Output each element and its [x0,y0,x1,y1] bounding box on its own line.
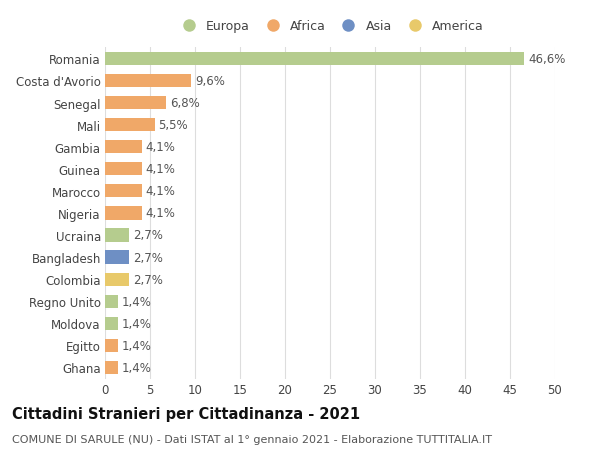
Bar [105,207,142,220]
Text: COMUNE DI SARULE (NU) - Dati ISTAT al 1° gennaio 2021 - Elaborazione TUTTITALIA.: COMUNE DI SARULE (NU) - Dati ISTAT al 1°… [12,434,492,444]
Bar [105,141,142,154]
Text: 4,1%: 4,1% [146,163,175,176]
Bar [105,97,166,110]
Text: 6,8%: 6,8% [170,97,200,110]
Text: Cittadini Stranieri per Cittadinanza - 2021: Cittadini Stranieri per Cittadinanza - 2… [12,406,360,421]
Text: 9,6%: 9,6% [195,75,225,88]
Bar [105,361,118,374]
Bar [105,251,130,264]
Text: 4,1%: 4,1% [146,185,175,198]
Text: 2,7%: 2,7% [133,273,163,286]
Text: 46,6%: 46,6% [528,53,565,66]
Bar [105,163,142,176]
Text: 2,7%: 2,7% [133,251,163,264]
Legend: Europa, Africa, Asia, America: Europa, Africa, Asia, America [173,17,487,35]
Text: 4,1%: 4,1% [146,207,175,220]
Bar [105,185,142,198]
Bar [105,339,118,352]
Text: 1,4%: 1,4% [121,295,151,308]
Bar [105,295,118,308]
Bar [105,75,191,88]
Text: 1,4%: 1,4% [121,339,151,352]
Bar [105,317,118,330]
Bar [105,273,130,286]
Bar [105,229,130,242]
Bar [105,53,524,66]
Text: 2,7%: 2,7% [133,229,163,242]
Text: 1,4%: 1,4% [121,361,151,374]
Text: 1,4%: 1,4% [121,317,151,330]
Text: 4,1%: 4,1% [146,141,175,154]
Text: 5,5%: 5,5% [158,119,188,132]
Bar [105,119,155,132]
